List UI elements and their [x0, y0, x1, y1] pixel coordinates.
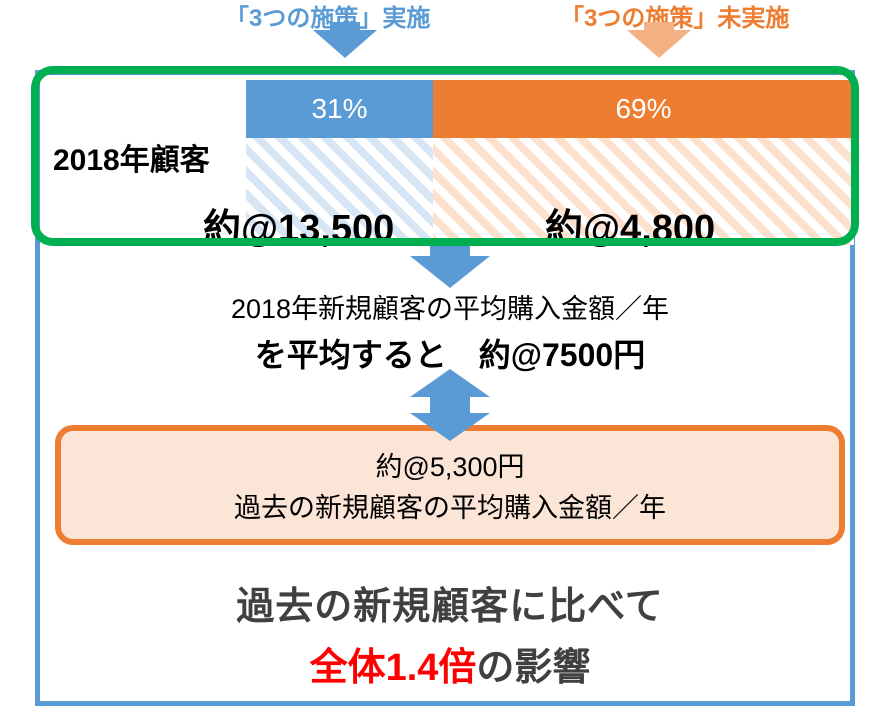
average-2018-line1: 2018年新規顧客の平均購入金額／年	[40, 287, 860, 326]
average-2018-block: 2018年新規顧客の平均購入金額／年 を平均すると 約@7500円	[40, 287, 860, 376]
label-implemented-suffix: 実施	[382, 5, 430, 32]
conclusion-suffix: の影響	[476, 647, 590, 689]
past-average-box: 約@5,300円 過去の新規顧客の平均購入金額／年	[55, 425, 845, 545]
segment-data-row: 2018年顧客 31% 69% 約@13,500 約@4,800	[45, 80, 855, 245]
outer-blue-box: 2018年顧客 31% 69% 約@13,500 約@4,800 2018年新規…	[35, 70, 855, 706]
arrow-down-orange-icon	[627, 30, 691, 58]
conclusion-block: 過去の新規顧客に比べて 全体1.4倍の影響	[40, 575, 860, 691]
year-label: 2018年顧客	[53, 135, 210, 179]
conclusion-line2: 全体1.4倍の影響	[40, 636, 860, 691]
segment-blue-amount: 約@13,500	[203, 197, 394, 252]
conclusion-line1: 過去の新規顧客に比べて	[40, 575, 860, 630]
diagram-container: 「3つの施策」実施 「3つの施策」未実施 2018年顧客 31% 69% 約@1…	[35, 70, 855, 710]
label-not-implemented-bracket: 「3つの施策」	[560, 5, 717, 32]
arrow-down-blue-icon	[313, 30, 377, 58]
past-average-line1: 約@5,300円	[61, 447, 839, 488]
segment-orange-percent: 69%	[433, 80, 854, 138]
label-implemented: 「3つの施策」実施	[225, 0, 430, 33]
big-down-arrow-icon	[410, 242, 490, 288]
double-arrow-icon	[410, 369, 490, 439]
past-average-line2: 過去の新規顧客の平均購入金額／年	[61, 488, 839, 529]
label-not-implemented: 「3つの施策」未実施	[560, 0, 789, 33]
top-labels-row: 「3つの施策」実施 「3つの施策」未実施	[35, 0, 855, 70]
conclusion-red-part: 全体1.4倍	[310, 647, 477, 689]
segment-orange-amount: 約@4,800	[545, 197, 715, 252]
segment-blue-percent: 31%	[246, 80, 433, 138]
label-not-implemented-suffix: 未実施	[717, 5, 789, 32]
